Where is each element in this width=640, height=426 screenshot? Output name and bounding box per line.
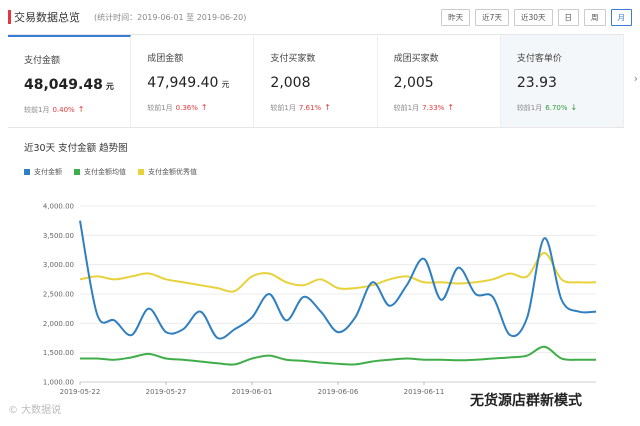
x-tick-label: 2019-05-27 [146,388,187,396]
kpi-number: 23.93 [516,75,557,91]
kpi-compare: 较前1月 7.61% ↑ [270,103,330,113]
trend-chart: 1,000.00 1,500.00 2,000.00 2,500.00 3,000.00… [43,203,597,396]
kpi-unit: 元 [221,80,230,89]
kpi-change: 7.61% [298,104,322,112]
kpi-number: 2,005 [393,75,434,91]
range-7days-button[interactable]: 近7天 [475,9,509,26]
kpi-card-group-amount[interactable]: 成团金额 47,949.40 元 较前1月 0.36% ↑ [131,35,255,127]
kpi-card-group-buyers[interactable]: 成团买家数 2,005 较前1月 7.33% ↑ [378,35,501,127]
kpi-compare: 较前1月 6.70% ↓ [517,103,577,113]
kpi-card-avg-order-value[interactable]: 支付客单价 23.93 较前1月 6.70% ↓ [500,35,625,127]
kpi-change: 7.33% [422,104,445,112]
kpi-number: 47,949.40 [147,75,219,91]
series-line-payment [79,220,597,340]
kpi-label: 支付客单价 [516,54,562,64]
legend-item-payment[interactable]: 支付金额 [24,167,62,177]
kpi-value: 2,005 [394,75,437,91]
stat-period: (统计时间：2019-06-01 至 2019-06-20) [94,13,247,22]
legend-swatch [24,169,30,175]
series-line-excellent [79,251,597,293]
trend-up-icon: ↑ [77,105,85,114]
kpi-change: 0.40% [52,106,75,114]
x-tick-label: 2019-05-22 [60,388,101,396]
page-header: 交易数据总览 (统计时间：2019-06-01 至 2019-06-20) 昨天… [0,0,640,34]
y-tick-label: 4,000.00 [43,203,74,211]
kpi-compare-label: 较前1月 [516,104,543,112]
y-tick-label: 1,500.00 [43,349,74,357]
range-yesterday-button[interactable]: 昨天 [441,9,471,26]
legend-item-excellent[interactable]: 支付金额优秀值 [138,167,197,177]
legend-label: 支付金额优秀值 [148,168,197,176]
kpi-label: 成团买家数 [393,54,439,64]
legend-swatch [74,169,80,175]
legend-item-average[interactable]: 支付金额均值 [74,167,126,177]
y-tick-label: 2,500.00 [43,291,74,299]
kpi-compare-label: 较前1月 [393,104,420,112]
y-tick-label: 2,000.00 [43,320,74,328]
trend-down-icon: ↓ [570,103,578,112]
range-selector: 昨天 近7天 近30天 日 周 月 [441,9,632,26]
kpi-card-paying-buyers[interactable]: 支付买家数 2,008 较前1月 7.61% ↑ [254,35,378,127]
kpi-change: 0.36% [175,104,198,112]
title-accent-bar [8,10,11,24]
kpi-change: 6.70% [545,104,568,112]
chart-legend: 支付金额 支付金额均值 支付金额优秀值 [24,167,197,177]
kpi-unit: 元 [105,82,114,91]
legend-swatch [138,169,144,175]
kpi-value: 48,049.48 元 [24,77,114,93]
kpi-card-payment-amount[interactable]: 支付金额 48,049.48 元 较前1月 0.40% ↑ [8,35,132,127]
kpi-compare: 较前1月 0.36% ↑ [147,103,207,113]
kpi-label: 支付金额 [24,56,61,66]
x-tick-label: 2019-06-06 [318,388,359,396]
kpi-compare-label: 较前1月 [24,106,50,114]
range-30days-button[interactable]: 近30天 [513,9,553,26]
kpi-compare-label: 较前1月 [270,104,296,112]
watermark-right: 无货源店群新模式 [466,390,586,410]
kpi-label: 支付买家数 [270,54,316,64]
x-tick-label: 2019-06-11 [404,388,445,396]
kpi-label: 成团金额 [147,54,184,64]
kpi-compare: 较前1月 0.40% ↑ [24,105,84,115]
kpi-compare-label: 较前1月 [147,104,173,112]
y-tick-label: 3,000.00 [43,261,74,269]
range-week-button[interactable]: 周 [584,9,606,26]
kpi-number: 2,008 [270,75,311,91]
chevron-right-icon[interactable]: › [633,72,638,85]
kpi-row: 支付金额 48,049.48 元 较前1月 0.40% ↑ 成团金额 47,949.4… [8,34,625,128]
kpi-value: 23.93 [517,75,560,91]
kpi-compare: 较前1月 7.33% ↑ [394,103,454,113]
kpi-number: 48,049.48 [24,77,103,93]
page-title: 交易数据总览 [14,11,80,24]
range-day-button[interactable]: 日 [557,9,579,26]
series-line-average [79,345,597,366]
range-month-button[interactable]: 月 [610,9,632,26]
trend-up-icon: ↑ [324,103,331,112]
legend-label: 支付金额 [34,168,62,176]
x-tick-label: 2019-06-01 [232,388,273,396]
legend-label: 支付金额均值 [84,168,126,176]
kpi-value: 2,008 [270,75,313,91]
trend-up-icon: ↑ [200,103,208,112]
chart-title: 近30天 支付金额 趋势图 [24,143,128,154]
trend-up-icon: ↑ [447,103,455,112]
kpi-value: 47,949.40 元 [147,75,229,91]
y-tick-label: 1,000.00 [43,379,74,387]
y-tick-label: 3,500.00 [43,232,74,240]
watermark-left: © 大数据说 [8,405,62,416]
